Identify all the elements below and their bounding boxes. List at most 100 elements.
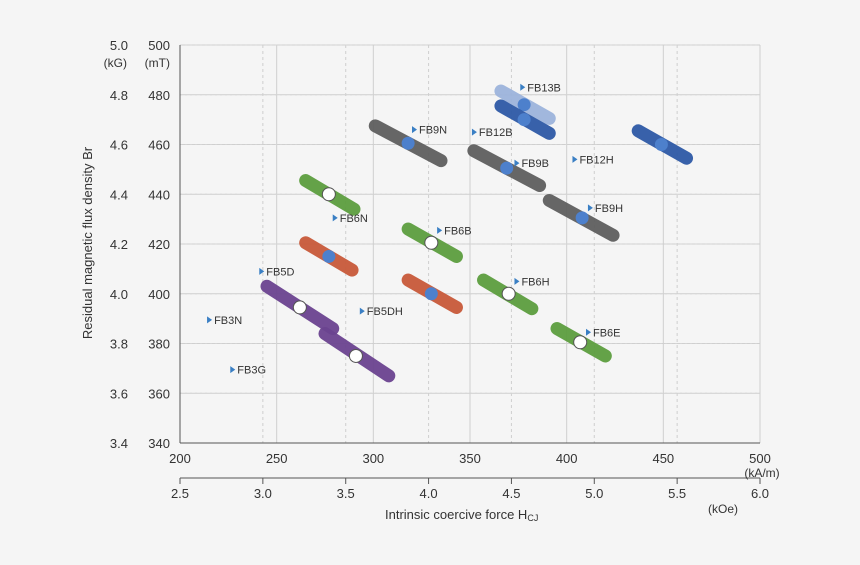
- grade-label-fb5dh: FB5DH: [359, 306, 403, 318]
- grade-name: FB6H: [521, 276, 549, 288]
- y-tick-label-kg: 4.2: [110, 237, 128, 252]
- grade-center-fb3g: [348, 348, 363, 363]
- grid: [179, 44, 761, 444]
- label-marker-icon: [587, 204, 593, 212]
- x-tick-label-koe: 5.0: [585, 486, 603, 501]
- x-axis-title-main: Intrinsic coercive force H: [385, 507, 527, 522]
- y-unit-kg: (kG): [104, 56, 127, 70]
- grade-label-fb9n: FB9N: [412, 125, 447, 137]
- axes: 3.4 3.6 3.8 4.0 4.2 4.4 4.6 4.8 5.0 340 360 380 400 4…: [104, 38, 780, 516]
- x-axis-title-subscript: CJ: [527, 513, 538, 523]
- grade-label-fb6e: FB6E: [586, 327, 621, 339]
- y-tick-label-kg: 4.6: [110, 138, 128, 153]
- y-axis-title: Residual magnetic flux density Br: [80, 146, 95, 339]
- grade-label-fb12h: FB12H: [572, 154, 614, 166]
- label-marker-icon: [520, 83, 526, 91]
- x-unit-koe: (kOe): [708, 502, 738, 516]
- y-tick-label-mt: 440: [148, 187, 170, 202]
- x-tick-label-koe: 4.0: [420, 486, 438, 501]
- y-tick-label-kg: 3.8: [110, 337, 128, 352]
- y-tick-label-kg: 4.0: [110, 287, 128, 302]
- grade-center-fb13b: [517, 98, 531, 112]
- grade-name: FB12B: [479, 127, 513, 139]
- grade-label-fb6n: FB6N: [332, 213, 368, 225]
- label-marker-icon: [230, 366, 236, 374]
- grade-center-fb12h: [654, 138, 668, 151]
- x-axis-title: Intrinsic coercive force HCJ: [385, 507, 538, 523]
- label-marker-icon: [259, 267, 265, 275]
- label-marker-icon: [437, 226, 443, 234]
- grade-labels: FB3N FB3G FB5D FB5DH FB6N FB6B FB6H FB6E FB9N FB9…: [207, 82, 623, 377]
- grade-name: FB9H: [595, 203, 623, 215]
- grade-name: FB3N: [214, 315, 242, 327]
- grade-center-fb5dh: [424, 287, 438, 301]
- grade-name: FB5D: [266, 266, 294, 278]
- grade-label-fb9b: FB9B: [514, 158, 549, 170]
- y-tick-label-mt: 340: [148, 436, 170, 451]
- grade-name: FB9B: [521, 158, 549, 170]
- label-marker-icon: [514, 277, 520, 285]
- label-marker-icon: [471, 128, 477, 136]
- x-unit-kam: (kA/m): [744, 466, 779, 480]
- grade-center-fb6e: [573, 335, 588, 350]
- x-tick-label-koe: 6.0: [751, 486, 769, 501]
- x-tick-label-koe: 2.5: [171, 486, 189, 501]
- y-unit-mt: (mT): [145, 56, 170, 70]
- y-tick-label-kg: 4.4: [110, 187, 128, 202]
- label-marker-icon: [514, 159, 520, 167]
- grade-name: FB6N: [340, 213, 368, 225]
- x-tick-label-kam: 350: [459, 451, 481, 466]
- y-tick-label-mt: 360: [148, 386, 170, 401]
- y-tick-label-mt: 420: [148, 237, 170, 252]
- y-tick-label-mt: 480: [148, 88, 170, 103]
- grade-label-fb3g: FB3G: [230, 365, 266, 377]
- grade-center-fb6n: [321, 187, 336, 202]
- x-tick-label-koe: 4.5: [502, 486, 520, 501]
- grade-label-fb5d: FB5D: [259, 266, 294, 278]
- grade-center-fb9h: [575, 211, 589, 225]
- x-tick-label-kam: 300: [362, 451, 384, 466]
- label-marker-icon: [572, 155, 578, 163]
- y-tick-label-kg: 3.6: [110, 386, 128, 401]
- label-marker-icon: [332, 214, 338, 222]
- y-tick-label-kg: 3.4: [110, 436, 128, 451]
- label-marker-icon: [359, 307, 365, 315]
- grade-center-fb6h: [501, 286, 516, 301]
- x-tick-label-kam: 250: [266, 451, 288, 466]
- grade-name: FB3G: [237, 365, 266, 377]
- x-tick-label-koe: 3.0: [254, 486, 272, 501]
- y-tick-label-mt: 380: [148, 337, 170, 352]
- y-tick-label-mt: 400: [148, 287, 170, 302]
- x-tick-label-kam: 200: [169, 451, 191, 466]
- grade-label-fb9h: FB9H: [587, 203, 623, 215]
- grade-name: FB13B: [527, 82, 561, 94]
- x-tick-label-koe: 5.5: [668, 486, 686, 501]
- y-tick-label-mt: 460: [148, 138, 170, 153]
- grade-name: FB9N: [419, 125, 447, 137]
- grade-name: FB6B: [444, 225, 472, 237]
- y-tick-label-kg: 5.0: [110, 38, 128, 53]
- x-tick-label-kam: 400: [556, 451, 578, 466]
- x-tick-label-kam: 450: [652, 451, 674, 466]
- y-tick-label-kg: 4.8: [110, 88, 128, 103]
- grade-label-fb12b: FB12B: [471, 127, 513, 139]
- x-tick-label-kam: 500: [749, 451, 771, 466]
- grade-center-fb6b: [424, 235, 439, 250]
- grade-bars: [260, 84, 694, 383]
- grade-label-fb6b: FB6B: [437, 225, 472, 237]
- x-tick-label-koe: 3.5: [337, 486, 355, 501]
- grade-center-fb12b: [517, 113, 531, 127]
- grade-label-fb13b: FB13B: [520, 82, 561, 94]
- grade-name: FB12H: [579, 154, 613, 166]
- grade-label-fb3n: FB3N: [207, 315, 242, 327]
- grade-center-fb5d: [322, 249, 336, 263]
- grade-label-fb6h: FB6H: [514, 276, 550, 288]
- grade-name: FB5DH: [367, 306, 403, 318]
- grade-center-fb3n: [292, 300, 307, 315]
- label-marker-icon: [586, 328, 591, 336]
- grade-center-fb9n: [401, 136, 415, 150]
- label-marker-icon: [207, 316, 213, 324]
- label-marker-icon: [412, 126, 417, 134]
